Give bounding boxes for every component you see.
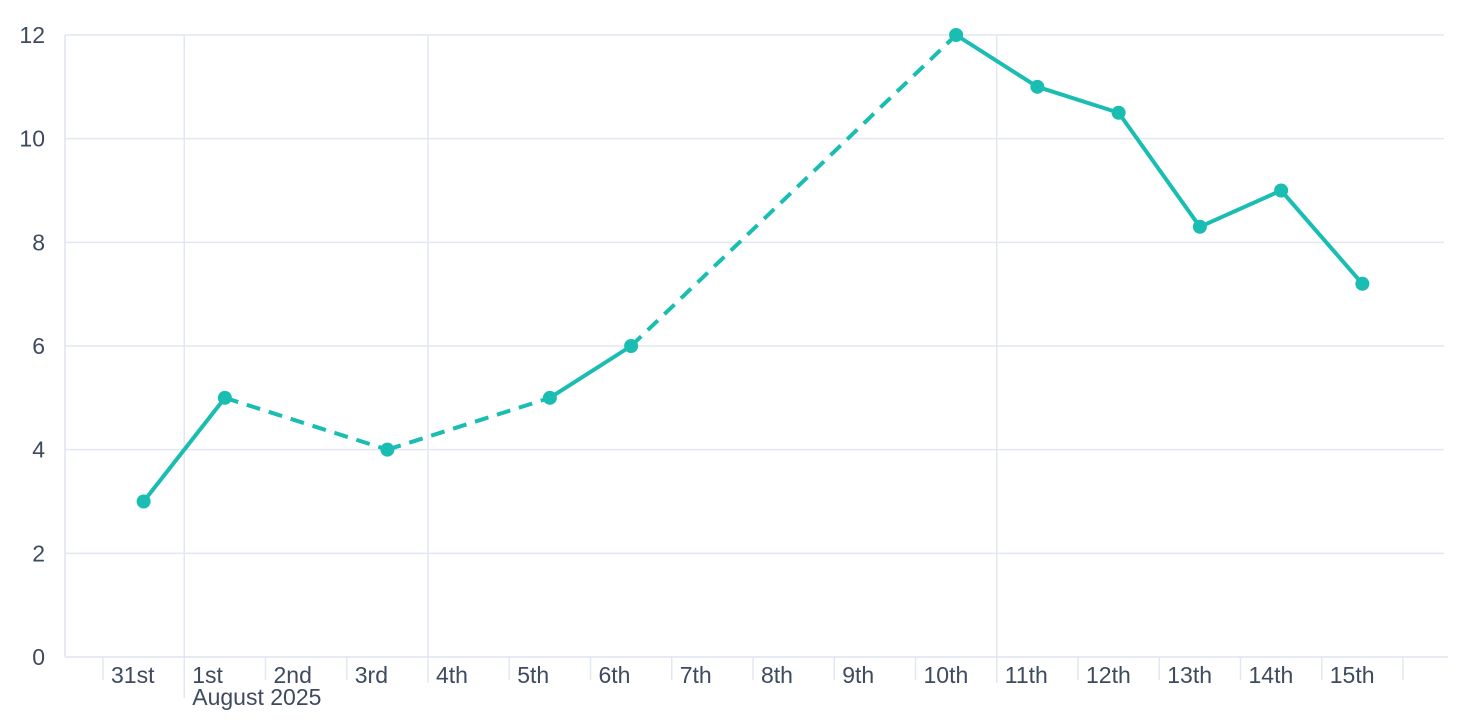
x-tick-label: 1st — [192, 662, 223, 688]
x-tick-label: 6th — [599, 662, 631, 688]
data-point[interactable] — [542, 390, 557, 405]
x-tick-label: 14th — [1249, 662, 1294, 688]
line-segment — [955, 33, 1039, 89]
x-tick-label: 10th — [924, 662, 969, 688]
x-tick-label: 4th — [436, 662, 468, 688]
line-segment — [142, 396, 227, 503]
y-tick-label: 10 — [19, 126, 45, 152]
data-point[interactable] — [1192, 219, 1207, 234]
y-tick-label: 4 — [32, 437, 45, 463]
y-tick-label: 12 — [19, 22, 45, 48]
x-tick-label: 12th — [1086, 662, 1131, 688]
line-segment — [1116, 111, 1202, 228]
data-point[interactable] — [1030, 79, 1045, 94]
x-tick-label: 31st — [111, 662, 155, 688]
data-point[interactable] — [1355, 276, 1370, 291]
y-tick-label: 6 — [32, 333, 45, 359]
data-point[interactable] — [136, 494, 151, 509]
line-segment-dashed — [386, 395, 551, 452]
data-point[interactable] — [1111, 105, 1126, 120]
line-segment — [1199, 188, 1282, 229]
x-tick-label: 9th — [842, 662, 874, 688]
data-point[interactable] — [380, 442, 395, 457]
line-segment — [1279, 189, 1364, 286]
line-segment — [1036, 84, 1120, 115]
x-tick-label: 11th — [1005, 662, 1048, 688]
x-axis-secondary-label: August 2025 — [192, 684, 321, 710]
x-tick-label: 13th — [1167, 662, 1212, 688]
y-tick-label: 2 — [32, 540, 45, 566]
x-tick-label: 2nd — [274, 662, 312, 688]
data-point[interactable] — [949, 28, 964, 42]
x-tick-label: 7th — [680, 662, 712, 688]
line-segment-dashed — [224, 395, 388, 452]
x-tick-label: 5th — [517, 662, 549, 688]
line-segment-dashed — [629, 33, 958, 348]
x-tick-label: 3rd — [355, 662, 388, 688]
y-tick-label: 0 — [32, 644, 45, 670]
x-tick-label: 8th — [761, 662, 793, 688]
y-tick-label: 8 — [32, 229, 45, 255]
data-point[interactable] — [1274, 183, 1289, 198]
data-point[interactable] — [624, 339, 639, 353]
x-tick-label: 15th — [1330, 662, 1375, 688]
line-segment — [548, 344, 633, 400]
data-point[interactable] — [217, 390, 232, 405]
